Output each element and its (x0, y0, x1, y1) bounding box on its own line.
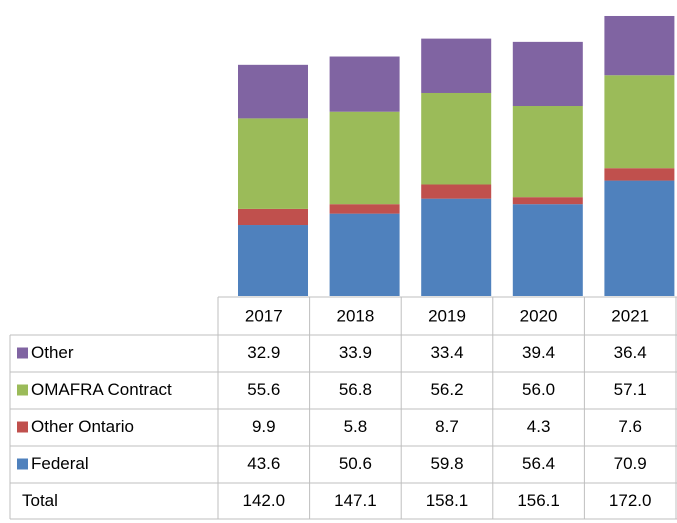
bar-segment (604, 75, 675, 169)
bar-segment (512, 106, 583, 198)
bar-segment (238, 208, 308, 226)
cell-value: 50.6 (339, 454, 372, 473)
bar-segment (604, 168, 675, 181)
cell-value: 56.0 (522, 380, 555, 399)
legend-label: OMAFRA Contract (31, 380, 172, 399)
legend-swatch (17, 347, 28, 359)
bar-segment (329, 213, 400, 296)
cell-value: 5.8 (344, 417, 368, 436)
bar-segment (512, 197, 583, 205)
cell-value: 142.0 (243, 491, 286, 510)
column-header: 2017 (245, 306, 283, 325)
bar-segment (604, 180, 675, 296)
column-header: 2019 (428, 306, 466, 325)
bar-segment (238, 225, 308, 296)
cell-value: 39.4 (522, 343, 555, 362)
bar-segment (421, 198, 492, 296)
column-header: 2021 (611, 306, 649, 325)
cell-value: 36.4 (614, 343, 647, 362)
cell-value: 56.2 (430, 380, 463, 399)
cell-value: 156.1 (517, 491, 560, 510)
cell-value: 59.8 (430, 454, 463, 473)
bar-segment (329, 56, 400, 112)
cell-value: 7.6 (618, 417, 642, 436)
bar-segment (329, 204, 400, 214)
bar-segment (238, 118, 308, 209)
cell-value: 147.1 (334, 491, 377, 510)
legend-label: Other (31, 343, 74, 362)
cell-value: 33.9 (339, 343, 372, 362)
bar-segment (238, 64, 308, 119)
cell-value: 33.4 (430, 343, 463, 362)
cell-value: 43.6 (247, 454, 280, 473)
column-header: 2020 (520, 306, 558, 325)
legend-swatch (17, 458, 28, 470)
row-label: Total (22, 491, 58, 510)
bar-segment (421, 92, 492, 185)
legend-label: Other Ontario (31, 417, 134, 436)
bar-segment (512, 41, 583, 107)
legend-label: Federal (31, 454, 89, 473)
cell-value: 172.0 (609, 491, 652, 510)
cell-value: 70.9 (614, 454, 647, 473)
legend-swatch (17, 421, 28, 433)
column-header: 2018 (336, 306, 374, 325)
cell-value: 9.9 (252, 417, 276, 436)
bar-segment (421, 38, 492, 93)
cell-value: 32.9 (247, 343, 280, 362)
cell-value: 56.8 (339, 380, 372, 399)
bar-segment (329, 111, 400, 205)
cell-value: 57.1 (614, 380, 647, 399)
legend-swatch (17, 384, 28, 396)
cell-value: 4.3 (527, 417, 551, 436)
cell-value: 8.7 (435, 417, 459, 436)
bar-segment (421, 184, 492, 199)
cell-value: 55.6 (247, 380, 280, 399)
cell-value: 158.1 (426, 491, 469, 510)
cell-value: 56.4 (522, 454, 555, 473)
bar-segment (512, 204, 583, 296)
bar-segment (604, 15, 675, 76)
